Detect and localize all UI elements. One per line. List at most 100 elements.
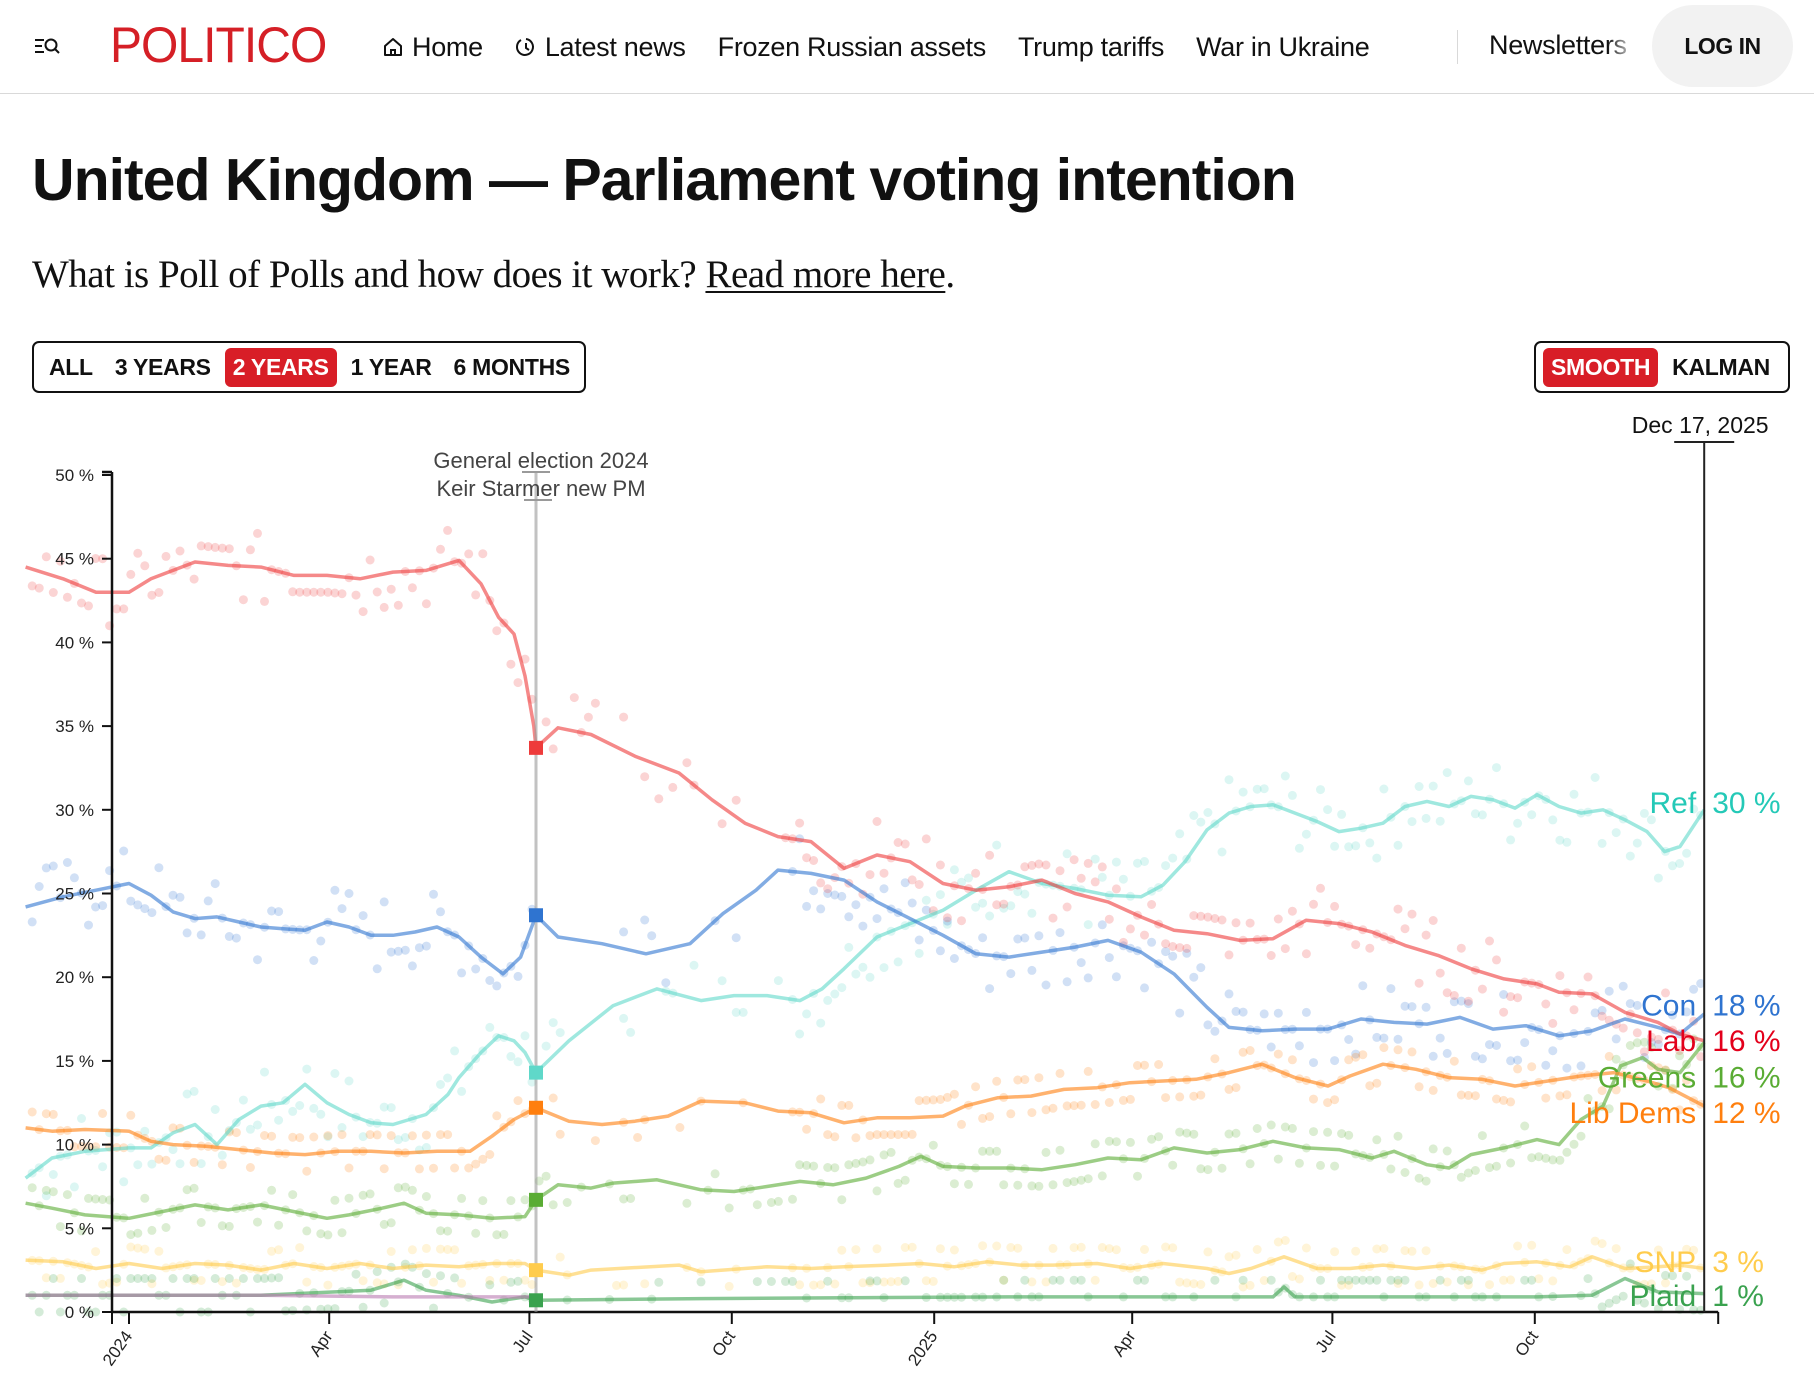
poll-dot bbox=[69, 1142, 79, 1152]
poll-dot bbox=[421, 941, 431, 951]
range-all[interactable]: ALL bbox=[49, 353, 93, 380]
poll-dot bbox=[1646, 1043, 1656, 1052]
poll-dot bbox=[837, 1195, 847, 1205]
poll-dot bbox=[1653, 1039, 1663, 1049]
poll-dot bbox=[583, 712, 593, 722]
poll-dot bbox=[1330, 901, 1340, 911]
politico-logo[interactable]: POLITICO bbox=[110, 17, 327, 73]
poll-dot bbox=[196, 1218, 206, 1227]
nav-war-in-ukraine[interactable]: War in Ukraine bbox=[1196, 31, 1370, 62]
poll-dot bbox=[1048, 1180, 1058, 1190]
poll-dot bbox=[1161, 939, 1171, 949]
poll-dot bbox=[1104, 953, 1114, 963]
election-markers-layer bbox=[529, 740, 543, 1308]
annotation-layer: General election 2024 Keir Starmer new PM… bbox=[433, 412, 1769, 1312]
poll-dot bbox=[555, 1129, 565, 1139]
poll-dot bbox=[55, 1222, 65, 1232]
poll-dot bbox=[238, 595, 248, 605]
login-button[interactable]: LOG IN bbox=[1652, 5, 1793, 87]
poll-dot bbox=[421, 1192, 431, 1201]
page-subtitle: What is Poll of Polls and how does it wo… bbox=[32, 252, 955, 297]
poll-dot bbox=[464, 549, 474, 559]
poll-dot bbox=[196, 930, 206, 940]
poll-chart-svg[interactable]: 0 % 5 % 10 % 15 % 20 % 25 % 30 % 35 % 40 % 45 % 50… bbox=[0, 400, 1814, 1378]
poll-dot bbox=[823, 1163, 833, 1172]
mode-kalman[interactable]: KALMAN bbox=[1672, 353, 1770, 380]
poll-dot bbox=[203, 542, 213, 552]
poll-dot bbox=[126, 1274, 136, 1283]
mode-smooth[interactable]: SMOOTH bbox=[1543, 347, 1659, 387]
poll-dot bbox=[1407, 909, 1417, 919]
poll-dot bbox=[1562, 1090, 1572, 1100]
y-tick-label: 0 % bbox=[65, 1303, 94, 1322]
poll-dot bbox=[1013, 887, 1023, 897]
smoothing-mode-selector: SMOOTH KALMAN bbox=[1534, 341, 1790, 393]
poll-dot bbox=[260, 1273, 269, 1283]
poll-dot bbox=[1301, 1007, 1311, 1017]
poll-dot bbox=[485, 1022, 495, 1032]
poll-dot bbox=[41, 1109, 51, 1119]
poll-dot bbox=[119, 1177, 129, 1187]
poll-dot bbox=[1463, 776, 1473, 786]
poll-dot bbox=[175, 546, 185, 556]
poll-dot bbox=[1534, 1274, 1544, 1284]
range-2-years[interactable]: 2 YEARS bbox=[224, 347, 337, 387]
election-marker-greens[interactable] bbox=[529, 1192, 543, 1207]
poll-dot bbox=[1140, 983, 1149, 993]
poll-dot bbox=[1576, 1131, 1586, 1141]
poll-dot bbox=[682, 758, 692, 768]
poll-dot bbox=[1323, 1098, 1333, 1108]
poll-dot bbox=[295, 1243, 305, 1253]
poll-dot bbox=[126, 896, 136, 906]
read-more-link[interactable]: Read more here bbox=[705, 253, 946, 296]
poll-dot bbox=[527, 1077, 537, 1087]
poll-dot bbox=[330, 588, 340, 598]
poll-dot bbox=[999, 903, 1009, 913]
poll-dot bbox=[126, 1242, 136, 1252]
poll-dot bbox=[436, 1271, 445, 1281]
poll-dot bbox=[1421, 1002, 1431, 1012]
election-marker-lab[interactable] bbox=[529, 740, 543, 755]
poll-dot bbox=[386, 947, 396, 957]
poll-dot bbox=[288, 1306, 298, 1316]
poll-dot bbox=[140, 561, 150, 571]
poll-dot bbox=[1449, 997, 1459, 1007]
nav-newsletters[interactable]: Newsletters bbox=[1489, 30, 1627, 60]
election-marker-ref[interactable] bbox=[529, 1065, 543, 1080]
poll-dot bbox=[379, 1219, 389, 1229]
poll-dot bbox=[1055, 1275, 1065, 1285]
poll-dot bbox=[823, 995, 833, 1005]
poll-dot bbox=[1435, 1033, 1445, 1043]
poll-dot bbox=[569, 693, 579, 703]
poll-dot bbox=[1470, 1166, 1480, 1175]
poll-dot bbox=[260, 596, 269, 606]
nav-frozen-russian-assets[interactable]: Frozen Russian assets bbox=[717, 31, 987, 62]
poll-dot bbox=[513, 1096, 523, 1106]
poll-dot bbox=[1147, 937, 1157, 947]
election-marker-snp[interactable] bbox=[529, 1263, 543, 1278]
poll-dot bbox=[1203, 808, 1213, 817]
range-6-months[interactable]: 6 MONTHS bbox=[453, 353, 571, 380]
poll-dot bbox=[1548, 1046, 1558, 1056]
range-1-year[interactable]: 1 YEAR bbox=[350, 353, 432, 380]
nav-latest-news[interactable]: Latest news bbox=[515, 32, 686, 63]
poll-dot bbox=[992, 900, 1002, 910]
poll-dot bbox=[27, 581, 37, 591]
election-marker-con[interactable] bbox=[529, 908, 543, 923]
nav-home[interactable]: Home bbox=[382, 32, 483, 63]
poll-dot bbox=[48, 1187, 58, 1197]
menu-search-button[interactable] bbox=[34, 34, 62, 58]
poll-dot bbox=[203, 896, 213, 906]
poll-dot bbox=[55, 1273, 65, 1283]
poll-dot bbox=[1041, 860, 1051, 870]
nav-trump-tariffs[interactable]: Trump tariffs bbox=[1017, 31, 1165, 62]
poll-dot bbox=[921, 895, 931, 905]
poll-dot bbox=[154, 588, 164, 597]
range-3-years[interactable]: 3 YEARS bbox=[114, 353, 211, 380]
poll-dot bbox=[1006, 1243, 1016, 1252]
election-marker-lib-dems[interactable] bbox=[529, 1100, 543, 1115]
poll-dot bbox=[126, 1110, 136, 1120]
poll-dot bbox=[1238, 787, 1248, 797]
poll-dot bbox=[224, 932, 234, 941]
election-marker-plaid[interactable] bbox=[529, 1293, 543, 1308]
